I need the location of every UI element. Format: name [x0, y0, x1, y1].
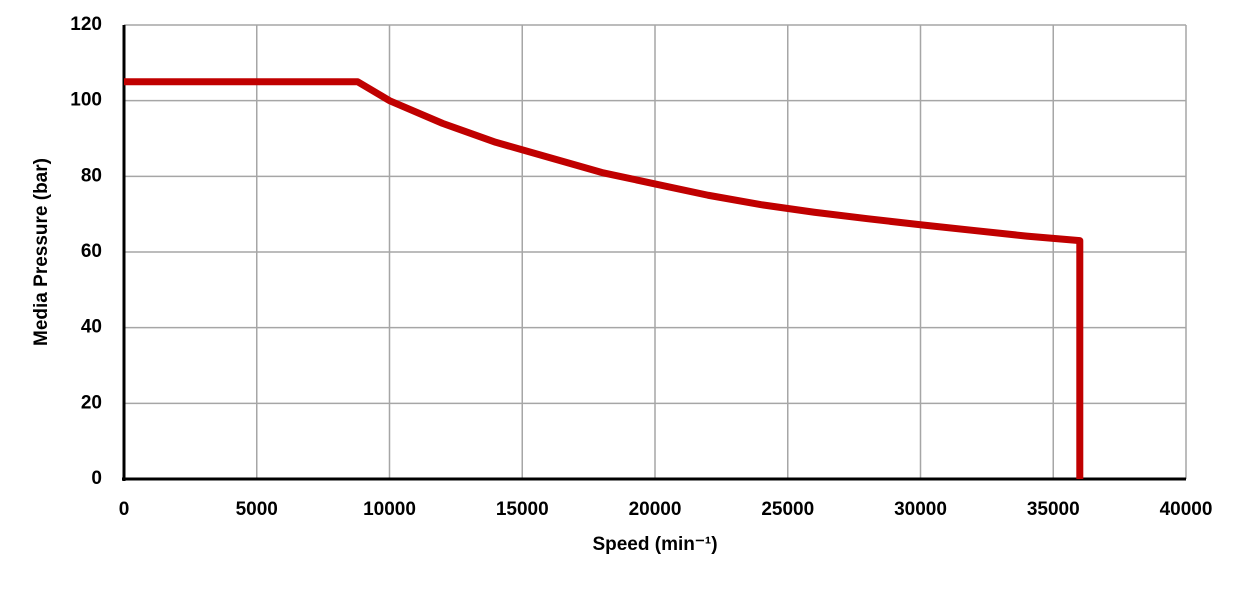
y-tick-label: 120 — [70, 14, 102, 35]
x-tick-label: 20000 — [629, 499, 682, 520]
x-tick-label: 10000 — [363, 499, 416, 520]
y-tick-label: 60 — [81, 241, 102, 262]
x-tick-label: 35000 — [1027, 499, 1080, 520]
y-tick-label: 20 — [81, 392, 102, 413]
y-tick-label: 0 — [91, 468, 102, 489]
x-tick-label: 15000 — [496, 499, 549, 520]
x-tick-label: 40000 — [1160, 499, 1213, 520]
x-tick-label: 5000 — [236, 499, 278, 520]
x-tick-label: 25000 — [761, 499, 814, 520]
x-axis-label: Speed (min⁻¹) — [592, 534, 717, 555]
y-tick-label: 40 — [81, 317, 102, 338]
y-tick-label: 100 — [70, 90, 102, 111]
y-tick-label: 80 — [81, 165, 102, 186]
data-line — [124, 78, 1084, 479]
x-tick-label: 0 — [119, 499, 130, 520]
y-axis-label: Media Pressure (bar) — [31, 158, 52, 346]
x-tick-label: 30000 — [894, 499, 947, 520]
